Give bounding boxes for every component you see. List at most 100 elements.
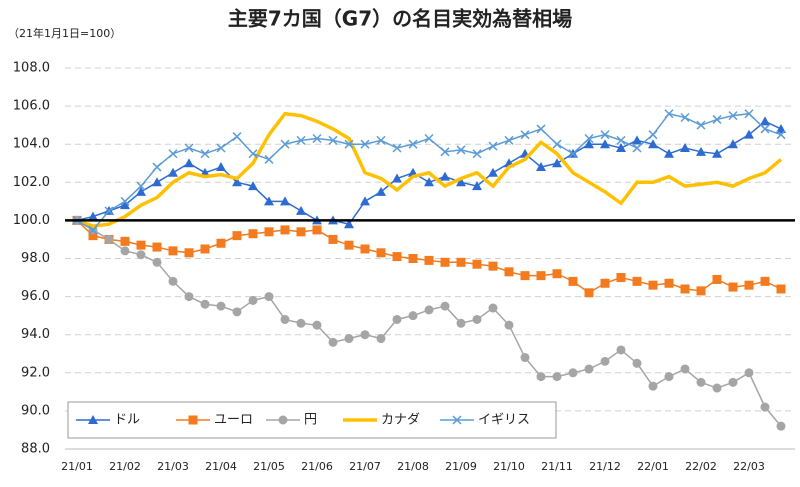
y-tick-label: 92.0 — [21, 365, 50, 380]
y-tick-label: 108.0 — [13, 61, 50, 76]
marker — [456, 257, 466, 267]
marker — [536, 372, 546, 382]
marker — [776, 284, 786, 294]
x-tick-label: 21/01 — [61, 460, 93, 473]
marker — [280, 225, 290, 235]
marker — [232, 307, 242, 317]
marker — [452, 415, 462, 425]
y-tick-label: 88.0 — [21, 442, 50, 457]
marker — [184, 292, 194, 302]
y-tick-label: 100.0 — [13, 213, 50, 228]
marker — [264, 154, 274, 164]
marker — [504, 135, 514, 145]
marker — [216, 162, 226, 172]
legend-label: ユーロ — [214, 413, 253, 428]
marker — [296, 135, 306, 145]
marker — [776, 130, 786, 140]
marker — [664, 109, 674, 119]
legend: ドル ユーロ 円 カナダ イギリス — [67, 401, 557, 439]
marker — [600, 278, 610, 288]
chart-title: 主要7カ国（G7）の名目実効為替相場 — [228, 7, 572, 31]
marker — [632, 143, 642, 153]
marker — [328, 135, 338, 145]
legend-label: 円 — [304, 413, 317, 428]
marker — [712, 274, 722, 284]
marker — [472, 181, 482, 191]
marker — [696, 120, 706, 130]
x-tick-label: 21/10 — [493, 460, 525, 473]
marker — [728, 139, 738, 149]
x-tick-label: 21/03 — [157, 460, 189, 473]
marker — [600, 139, 610, 149]
y-tick-label: 106.0 — [13, 99, 50, 114]
marker — [278, 415, 288, 425]
marker — [568, 276, 578, 286]
marker — [472, 259, 482, 269]
marker — [712, 383, 722, 393]
legend-box — [67, 401, 557, 439]
marker — [552, 158, 562, 168]
marker — [744, 280, 754, 290]
marker — [232, 231, 242, 241]
y-tick-label: 102.0 — [13, 175, 50, 190]
marker — [552, 269, 562, 279]
marker — [696, 286, 706, 296]
marker — [760, 402, 770, 412]
marker — [88, 415, 98, 424]
marker — [760, 116, 770, 126]
marker — [520, 130, 530, 140]
marker — [344, 139, 354, 149]
marker — [728, 282, 738, 292]
marker — [424, 255, 434, 265]
marker — [696, 146, 706, 156]
marker — [616, 273, 626, 283]
marker — [616, 143, 626, 153]
marker — [360, 196, 370, 206]
marker — [168, 149, 178, 159]
marker — [152, 162, 162, 172]
marker — [120, 246, 130, 256]
marker — [488, 261, 498, 271]
marker — [312, 225, 322, 235]
marker — [248, 295, 258, 305]
marker — [744, 368, 754, 378]
marker — [440, 257, 450, 267]
marker — [680, 143, 690, 153]
legend-label: ドル — [114, 413, 140, 428]
marker — [264, 292, 274, 302]
marker — [440, 171, 450, 181]
marker — [344, 240, 354, 250]
marker — [152, 242, 162, 252]
marker — [648, 130, 658, 140]
y-tick-label: 98.0 — [21, 251, 50, 266]
marker — [88, 225, 98, 235]
marker — [600, 356, 610, 366]
marker — [424, 133, 434, 144]
marker — [296, 205, 306, 215]
marker — [152, 177, 162, 187]
marker — [472, 149, 482, 159]
marker — [584, 139, 594, 149]
marker — [520, 353, 530, 363]
marker — [280, 139, 290, 149]
marker — [584, 288, 594, 298]
marker — [760, 124, 770, 134]
marker — [248, 181, 258, 191]
marker — [184, 248, 194, 258]
y-tick-label: 104.0 — [13, 137, 50, 152]
marker — [88, 211, 98, 221]
marker — [344, 219, 354, 229]
marker — [152, 257, 162, 267]
marker — [472, 314, 482, 324]
series-line — [76, 111, 783, 228]
legend-label: カナダ — [381, 413, 420, 428]
marker — [552, 372, 562, 382]
marker — [168, 167, 178, 177]
y-tick-label: 90.0 — [21, 403, 50, 418]
x-tick-label: 22/02 — [685, 460, 717, 473]
marker — [168, 276, 178, 286]
marker — [232, 177, 242, 187]
marker — [248, 229, 258, 239]
marker — [136, 181, 146, 191]
